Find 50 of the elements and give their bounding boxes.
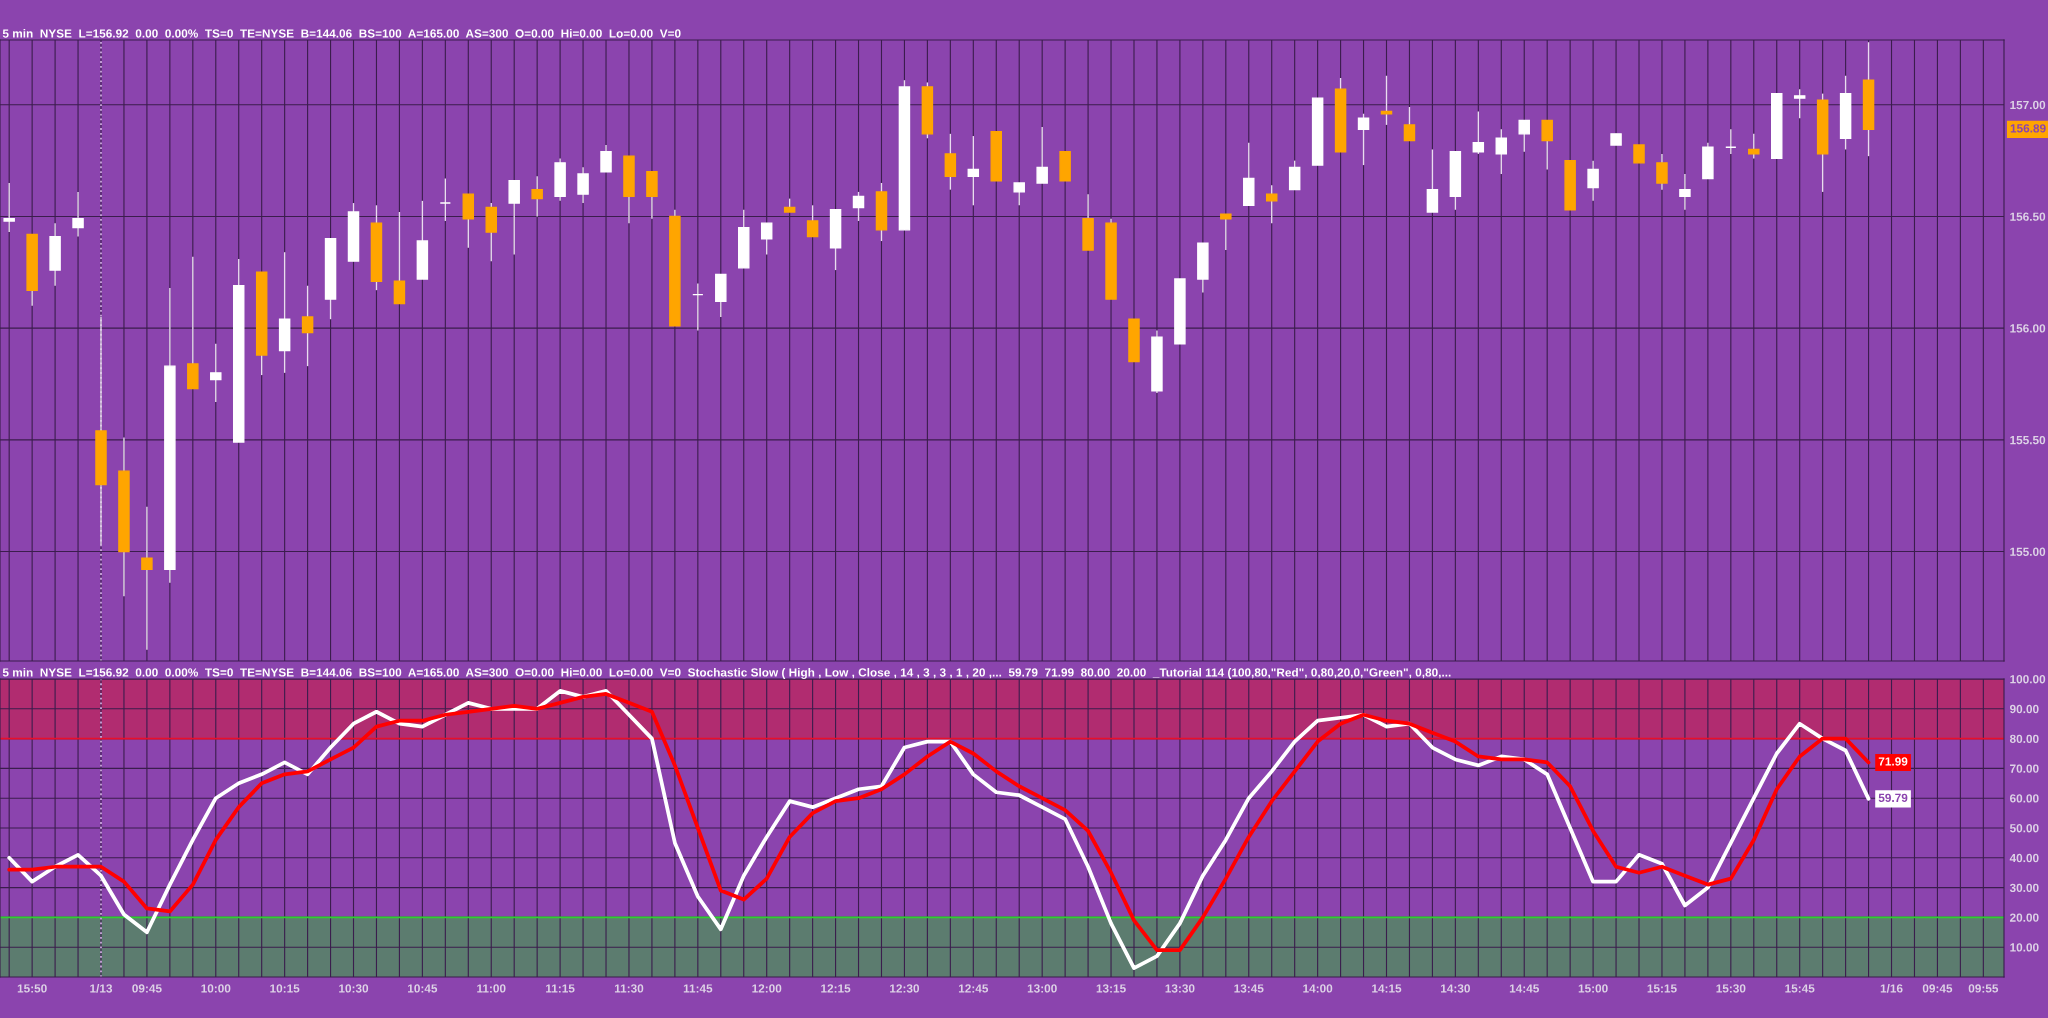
x-tick-label: 15:00 <box>1578 984 1608 993</box>
x-tick-label: 15:50 <box>17 984 47 993</box>
data-label: 59.79 <box>1878 793 1908 802</box>
y-tick-label: 156.00 <box>2010 324 2046 333</box>
x-tick-label: 10:00 <box>201 984 231 993</box>
x-tick-label: 13:00 <box>1027 984 1057 993</box>
y-tick-label: 157.00 <box>2010 100 2046 110</box>
x-tick-label: 14:45 <box>1509 984 1539 993</box>
x-tick-label: 09:55 <box>1968 984 1999 993</box>
x-tick-label: 09:45 <box>132 984 162 993</box>
x-tick-label: 11:15 <box>546 984 575 993</box>
x-tick-label: 1/13 <box>90 983 113 993</box>
x-tick-label: 1/16 <box>1880 983 1903 993</box>
y-tick-label: 80.00 <box>2009 734 2039 743</box>
y-tick-label: 30.00 <box>2009 883 2039 893</box>
x-tick-label: 11:45 <box>683 984 713 993</box>
x-tick-label: 15:15 <box>1647 984 1677 993</box>
x-tick-label: 11:30 <box>614 984 644 993</box>
text: 156.89 <box>2010 124 2046 133</box>
x-tick-label: 12:30 <box>890 984 920 993</box>
x-tick-label: 09:45 <box>1922 984 1953 993</box>
y-tick-label: 20.00 <box>2009 913 2039 922</box>
x-tick-label: 12:45 <box>958 984 989 993</box>
x-tick-label: 11:00 <box>477 984 506 993</box>
y-tick-label: 50.00 <box>2009 824 2039 833</box>
x-tick-label: 10:30 <box>339 984 369 993</box>
y-tick-label: 155.00 <box>2010 547 2046 556</box>
x-tick-label: 14:00 <box>1303 984 1333 993</box>
x-tick-label: 10:15 <box>270 984 300 993</box>
y-tick-label: 40.00 <box>2009 853 2039 863</box>
x-tick-label: 13:30 <box>1165 984 1195 993</box>
y-tick-label: 100.00 <box>2010 675 2046 684</box>
x-tick-label: 12:00 <box>752 984 782 993</box>
x-tick-label: 15:30 <box>1716 984 1746 993</box>
y-tick-label: 70.00 <box>2010 764 2039 773</box>
x-tick-label: 13:15 <box>1096 984 1126 993</box>
x-tick-label: 10:45 <box>408 984 438 993</box>
y-tick-label: 156.50 <box>2010 212 2046 221</box>
x-tick-label: 14:15 <box>1372 984 1402 993</box>
y-tick-label: 10.00 <box>2010 943 2039 952</box>
x-tick-label: 14:30 <box>1441 984 1470 993</box>
chart-title: 5 min NYSE L=156.92 0.00 0.00% TS=0 TE=NYSE B=144.06 BS=100 A=165.00 AS=300 O=0.00 Hi=0.00 Lo=0.00 V=0 <box>2 29 681 38</box>
chart-title: 5 min NYSE L=156.92 0.00 0.00% TS=0 TE=NYSE B=144.06 BS=100 A=165.00 AS=300 O=0.00 Hi=0.00 Lo=0.00 V=0 Stochastic Slow ( High , Low , Close , 14 , 3 , 3 , 1 , 20 ,... 59.79 71.99 80.00 20.00 _Tutorial 114 (100,80,"Red", 0,80,20,0,"Green", 0,80,... <box>2 667 1451 679</box>
y-tick-label: 155.50 <box>2010 435 2046 445</box>
data-label: 71.99 <box>1878 757 1908 766</box>
x-tick-label: 15:45 <box>1785 984 1815 993</box>
x-tick-label: 12:15 <box>821 984 851 993</box>
y-tick-label: 90.00 <box>2009 704 2039 714</box>
y-tick-label: 60.00 <box>2009 794 2039 803</box>
x-tick-label: 13:45 <box>1234 984 1264 993</box>
